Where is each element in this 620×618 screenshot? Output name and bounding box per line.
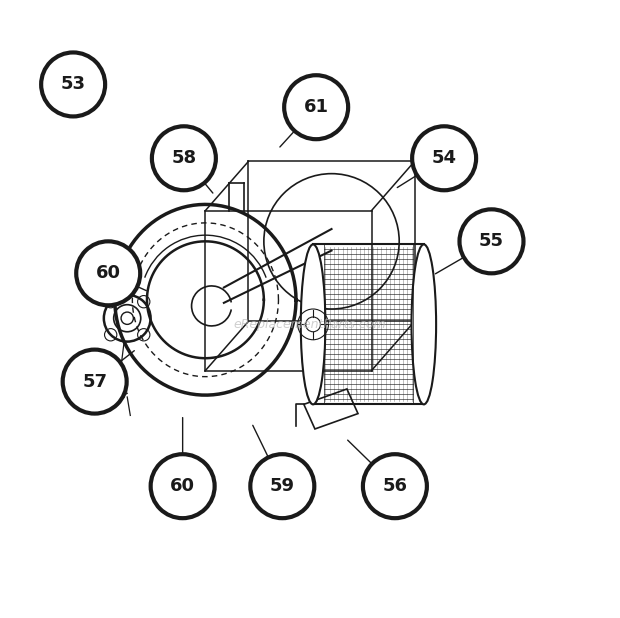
Text: 53: 53 — [61, 75, 86, 93]
Text: 56: 56 — [383, 477, 407, 495]
Polygon shape — [304, 389, 358, 429]
Circle shape — [412, 126, 476, 190]
Circle shape — [363, 454, 427, 518]
Text: 54: 54 — [432, 150, 456, 167]
Ellipse shape — [412, 244, 436, 404]
Circle shape — [76, 241, 140, 305]
Text: 60: 60 — [95, 265, 121, 282]
Text: 57: 57 — [82, 373, 107, 391]
Text: 61: 61 — [304, 98, 329, 116]
Circle shape — [284, 75, 348, 139]
Circle shape — [151, 454, 215, 518]
Text: eReplacementParts.com: eReplacementParts.com — [234, 318, 386, 331]
Text: 60: 60 — [170, 477, 195, 495]
Text: 58: 58 — [171, 150, 197, 167]
Text: 55: 55 — [479, 232, 504, 250]
Circle shape — [152, 126, 216, 190]
Circle shape — [63, 350, 126, 413]
Circle shape — [41, 53, 105, 116]
Circle shape — [250, 454, 314, 518]
Circle shape — [459, 210, 523, 273]
Text: 59: 59 — [270, 477, 295, 495]
Ellipse shape — [301, 244, 326, 404]
